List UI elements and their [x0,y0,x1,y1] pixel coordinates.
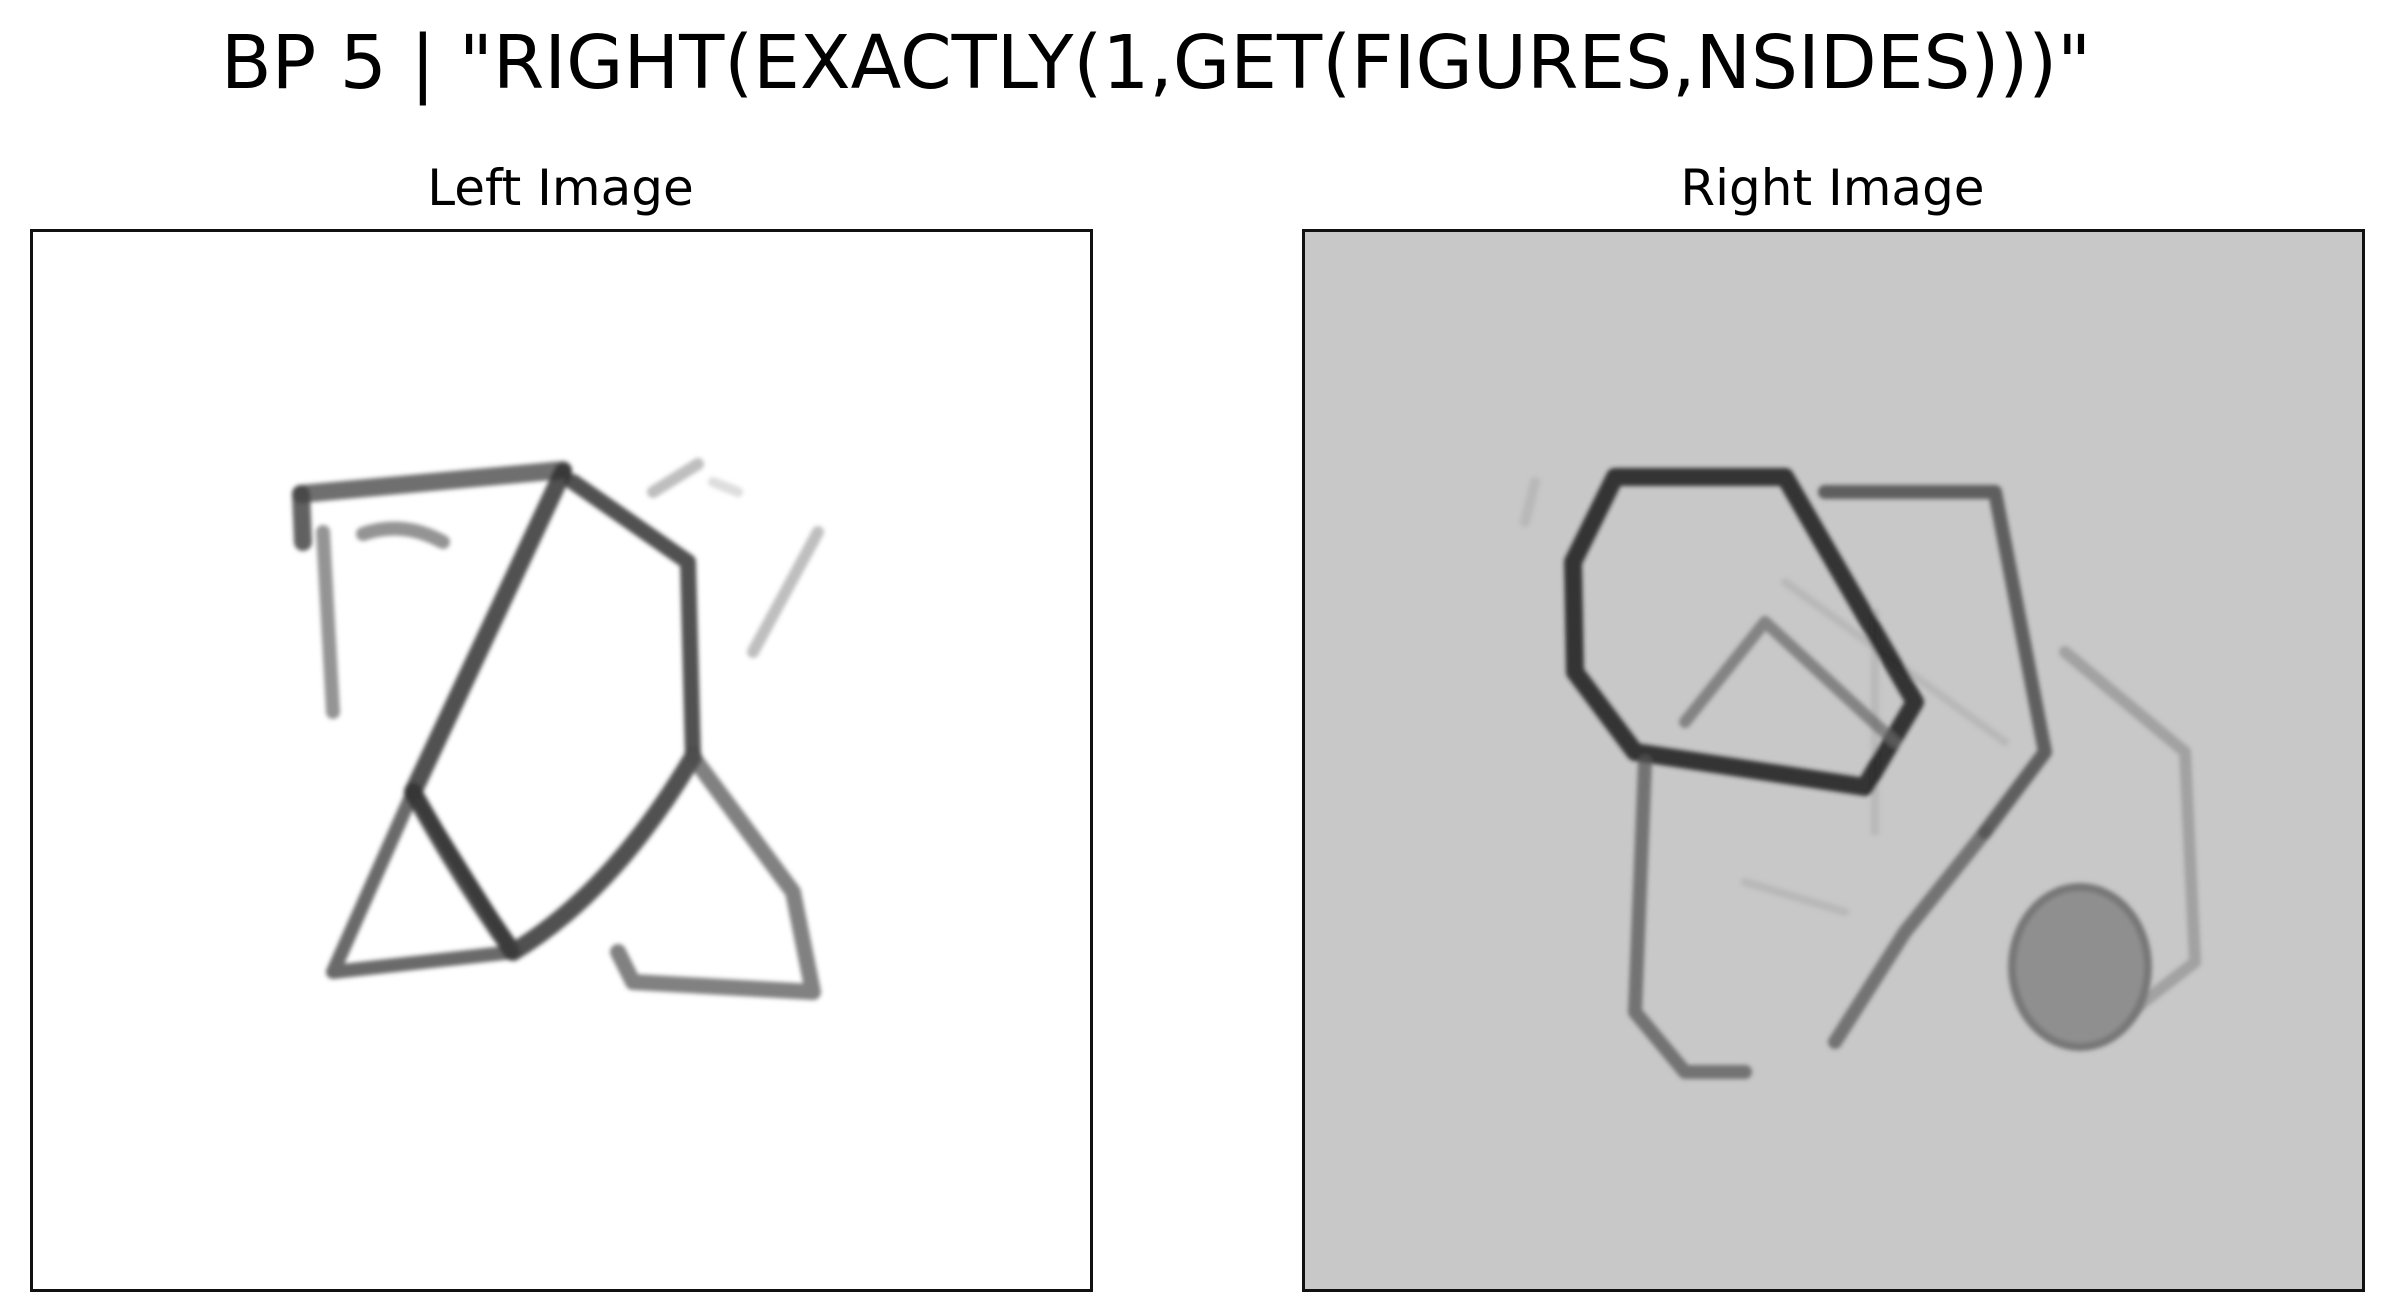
right-image-label: Right Image [1680,159,1985,217]
left-image-label: Left Image [427,159,694,217]
left-sketch-drawing [292,458,824,1000]
right-sketch-drawing [1520,468,2201,1079]
left-image-panel [30,229,1093,1292]
figure-title: BP 5 | "RIGHT(EXACTLY(1,GET(FIGURES,NSID… [220,20,2092,106]
right-image-panel [1302,229,2365,1292]
